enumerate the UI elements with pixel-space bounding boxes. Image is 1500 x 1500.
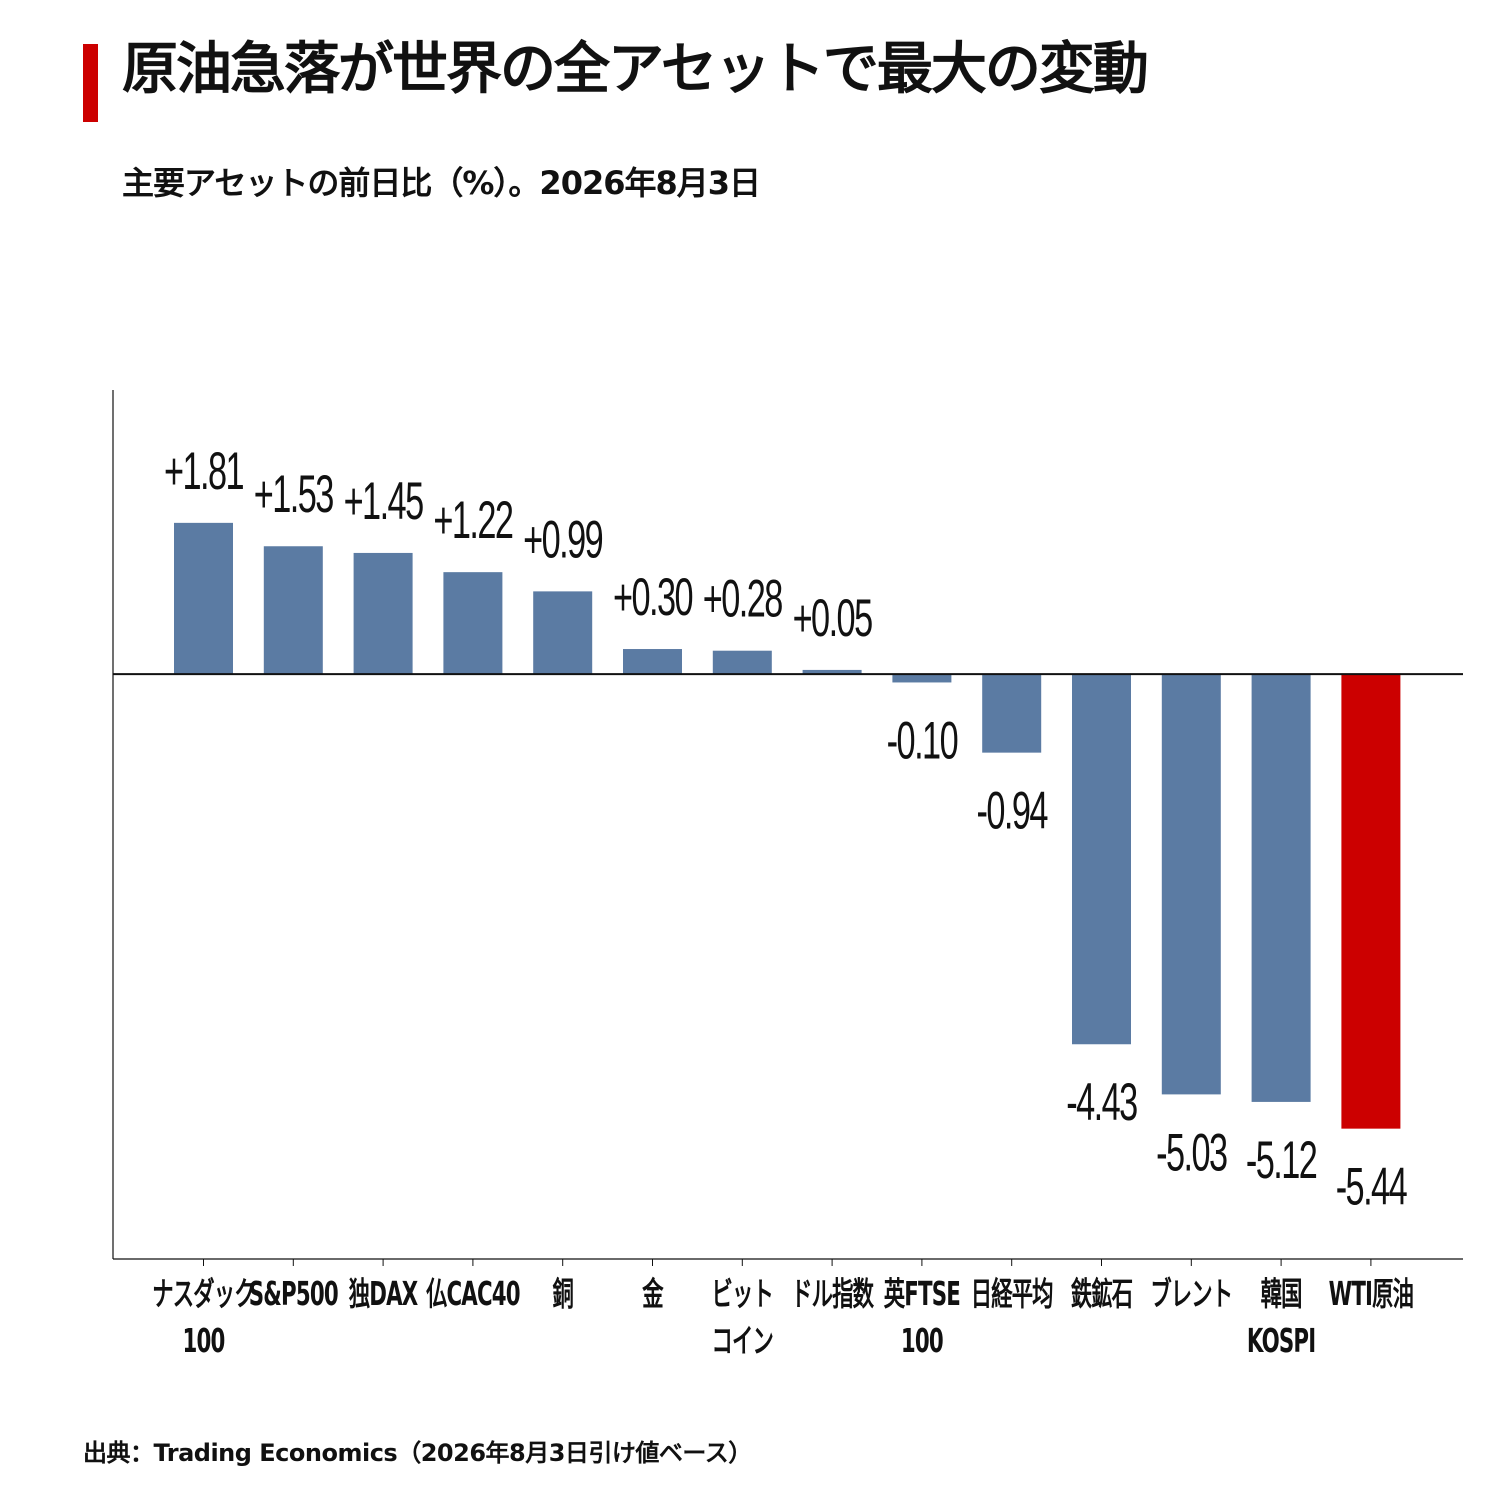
- chart-title: 原油急落が世界の全アセットで最大の変動: [122, 37, 1149, 102]
- value-label-5: +0.30: [613, 569, 693, 627]
- title-accent-bar: [83, 44, 98, 122]
- bar-6: [712, 650, 772, 675]
- value-label-3: +1.22: [433, 492, 512, 550]
- value-label-1: +1.53: [254, 466, 333, 524]
- category-label-12-0: 韓国: [1261, 1275, 1302, 1313]
- bar-12: [1251, 674, 1311, 1102]
- value-label-12: -5.12: [1246, 1132, 1317, 1190]
- bar-3: [443, 572, 503, 675]
- bar-4: [533, 591, 593, 675]
- category-label-8-1: 100: [901, 1322, 943, 1360]
- category-label-0-1: 100: [182, 1322, 224, 1360]
- axes-group: [112, 390, 1463, 1266]
- bar-5: [623, 649, 682, 675]
- value-label-6: +0.28: [703, 570, 782, 628]
- category-label-10-0: 鉄鉱石: [1071, 1275, 1133, 1313]
- category-label-8-0: 英FTSE: [884, 1275, 960, 1313]
- category-label-13-0: WTI原油: [1329, 1275, 1413, 1313]
- value-label-8: -0.10: [887, 712, 958, 770]
- category-label-0-0: ナスダック: [152, 1275, 254, 1313]
- category-label-11-0: ブレント: [1150, 1275, 1232, 1313]
- bar-13: [1341, 674, 1401, 1129]
- category-label-6-0: ビット: [712, 1275, 773, 1313]
- category-label-12-1: KOSPI: [1247, 1322, 1315, 1360]
- value-label-7: +0.05: [793, 590, 872, 648]
- bar-11: [1161, 674, 1221, 1095]
- value-label-4: +0.99: [523, 511, 602, 569]
- labels-group: +1.81 ナスダック 100 +1.53 S&P500 +1.45 独DAX +1.22 仏C…: [152, 443, 1414, 1361]
- bar-8: [892, 674, 952, 683]
- category-label-1-0: S&P500: [249, 1275, 338, 1313]
- category-label-3-0: 仏CAC40: [426, 1275, 520, 1313]
- bars-group: [174, 522, 1401, 1129]
- bar-7: [802, 669, 862, 675]
- value-label-0: +1.81: [164, 443, 243, 501]
- category-label-2-0: 独DAX: [349, 1275, 418, 1313]
- bar-9: [982, 674, 1042, 753]
- category-label-5-0: 金: [641, 1275, 663, 1313]
- source-note: 出典：Trading Economics（2026年8月3日引け値ベース）: [83, 1439, 752, 1467]
- bar-1: [263, 546, 323, 675]
- category-label-7-0: ドル指数: [791, 1275, 874, 1313]
- bar-2: [353, 552, 413, 675]
- category-label-9-0: 日経平均: [971, 1275, 1053, 1313]
- category-label-4-0: 銅: [552, 1275, 573, 1313]
- bar-10: [1072, 674, 1131, 1045]
- value-label-10: -4.43: [1066, 1074, 1137, 1132]
- category-label-6-1: コイン: [712, 1322, 773, 1360]
- chart-subtitle: 主要アセットの前日比（%）。2026年8月3日: [122, 164, 761, 202]
- value-label-13: -5.44: [1336, 1158, 1407, 1216]
- value-label-9: -0.94: [976, 782, 1047, 840]
- bar-0: [174, 522, 233, 675]
- value-label-2: +1.45: [344, 473, 423, 531]
- value-label-11: -5.03: [1156, 1124, 1227, 1182]
